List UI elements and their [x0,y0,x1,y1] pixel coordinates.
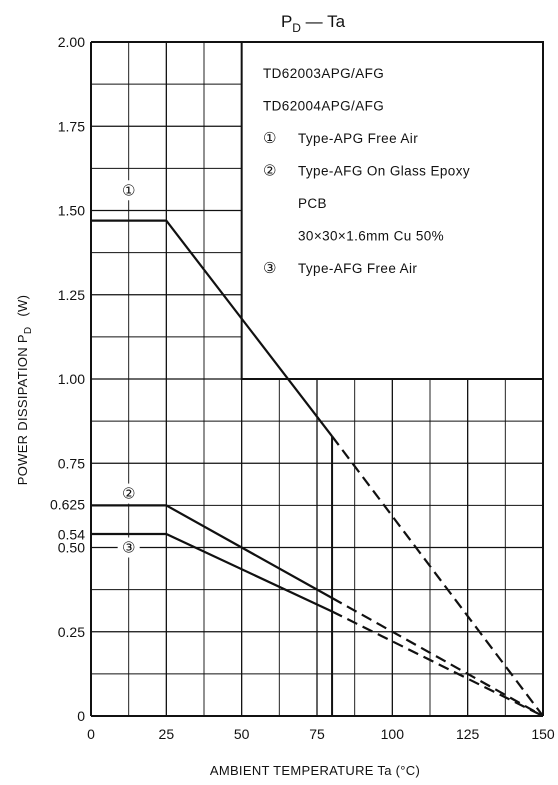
legend-marker: ③ [263,259,276,277]
series-line-solid [91,219,333,437]
chart-title: PD — Ta [281,12,346,35]
legend-entry-cont: 30×30×1.6mm Cu 50% [298,229,444,244]
series-marker-bg [117,537,140,558]
series-line-dashed [331,435,544,717]
series-lines [91,219,544,717]
x-tick-label: 75 [309,726,325,742]
y-tick-label: 1.50 [58,203,85,219]
legend-entry-cont: PCB [298,196,327,211]
y-tick-label: 0.25 [58,624,85,640]
legend-entry: Type-AFG On Glass Epoxy [298,164,470,179]
y-tick-label: 1.00 [58,371,85,387]
x-tick-label: 25 [159,726,175,742]
y-tick-label: 0.625 [50,496,85,512]
x-tick-label: 125 [456,726,480,742]
y-tick-label: 0.75 [58,455,85,471]
x-tick-label: 100 [381,726,405,742]
x-axis-label: AMBIENT TEMPERATURE Ta (°C) [210,763,420,778]
legend-part-number: TD62004APG/AFG [263,99,384,114]
y-tick-label: 0.50 [58,540,85,556]
legend-entry: Type-APG Free Air [298,131,418,146]
series-marker: ② [122,485,135,503]
legend-entry: Type-AFG Free Air [298,261,417,276]
y-tick-label: 2.00 [58,34,85,50]
legend-part-number: TD62003APG/AFG [263,66,384,81]
legend-box [240,41,545,380]
x-tick-label: 150 [531,726,555,742]
series-marker: ③ [122,539,135,557]
y-tick-label: 1.25 [58,287,85,303]
legend-marker: ① [263,129,276,147]
legend-marker: ② [263,162,276,180]
y-tick-label: 1.75 [58,118,85,134]
y-tick-label: 0 [77,708,85,724]
series-marker-bg [117,180,140,201]
legend-frame [240,41,545,380]
series-markers: ① ② ③ [117,180,140,558]
legend: TD62003APG/AFG TD62004APG/AFG ① Type-APG Fr… [263,66,470,277]
x-tick-label: 0 [87,726,95,742]
tick-labels: 0 25 50 75 100 125 150 0 0.25 0.500.54 0.625 0.75 1.… [50,34,555,742]
series-line-solid [91,504,333,599]
series-line-solid [91,532,333,613]
series-line-dashed [331,597,544,717]
y-axis-label: POWER DISSIPATION PD(W) [15,295,34,486]
series-line-dashed [331,610,544,717]
series-marker: ① [122,181,135,199]
x-tick-label: 50 [234,726,250,742]
series-marker-bg [117,483,140,504]
y-tick-label: 0.54 [58,527,85,543]
